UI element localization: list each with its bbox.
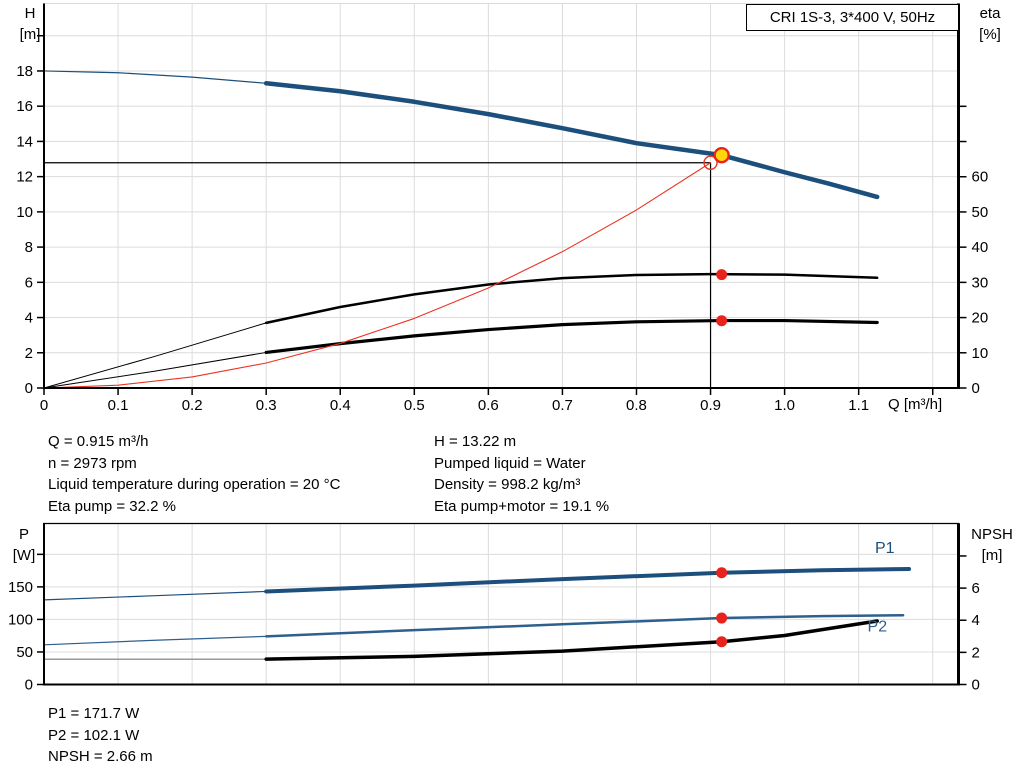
h-axis-name-symbol: H [24,5,36,22]
left-axis-tick-label: 50 [16,644,33,661]
p1-duty-dot [716,567,728,579]
right-axis-tick-label: 0 [972,677,980,694]
left-axis-tick-label: 2 [25,345,33,362]
qh-curve [263,81,880,200]
right-axis-tick-label: 0 [972,380,980,397]
p-axis-name-unit: [W] [12,547,36,564]
info-line-liquid: Pumped liquid = Water [434,454,586,472]
left-axis-tick-label: 16 [16,98,33,115]
x-axis-tick-label: 1.0 [774,397,795,414]
eta-pump-curve-thin [43,322,267,389]
info-line-p2: P2 = 102.1 W [48,726,140,744]
left-axis-tick-label: 0 [25,677,33,694]
info-line-head: H = 13.22 m [434,433,517,450]
left-axis-tick-label: 0 [25,380,33,397]
x-axis-tick-label: 0 [40,397,48,414]
right-axis-tick-label: 40 [972,239,989,256]
left-axis-tick-label: 8 [25,239,33,256]
x-axis-tick-label: 0.6 [478,397,499,414]
p2-curve-thin [43,635,267,646]
left-axis-tick-label: 100 [8,611,33,628]
left-axis-tick-label: 6 [25,274,33,291]
x-axis-tick-label: 1.1 [848,397,869,414]
qh-curve-thin [43,70,267,84]
right-axis-tick-label: 6 [972,580,980,597]
npsh-curve [264,619,879,661]
npsh-axis-name: NPSH [m] [962,524,1022,566]
p1-curve [264,566,912,594]
duty-info-left: Q = 0.915 m³/h n = 2973 rpm Liquid tempe… [48,431,340,517]
h-axis-name: H [m] [8,3,52,45]
p1-curve-thin [43,590,267,601]
left-axis-tick-label: 4 [25,310,33,327]
right-axis-tick-label: 60 [972,169,989,186]
p-axis-name-symbol: P [18,526,29,543]
left-axis-tick-label: 10 [16,204,33,221]
p2-curve [264,613,905,638]
x-axis-tick-label: 0.1 [108,397,129,414]
right-axis-tick-label: 20 [972,310,989,327]
x-axis-tick-label: 0.2 [182,397,203,414]
right-axis-tick-label: 50 [972,204,989,221]
info-line-density: Density = 998.2 kg/m³ [434,476,581,493]
info-line-npsh: NPSH = 2.66 m [48,748,153,765]
qh-eta-chart: 0 2 4 6 8 10 12 14 16 18 0 10 20 30 40 50 60 0 0.1 0.2 0.3 0.… [16,3,989,414]
eta-pump-motor-duty-dot [716,315,728,327]
chart-title-box: CRI 1S-3, 3*400 V, 50Hz [746,4,959,31]
left-axis-tick-label: 14 [16,133,33,150]
eta-axis-name-unit: [%] [979,26,1001,43]
p2-curve-label: P2 [868,619,888,636]
right-axis-tick-label: 2 [972,644,980,661]
npsh-axis-name-unit: [m] [981,547,1003,564]
info-line-q: Q = 0.915 m³/h [48,433,149,450]
power-npsh-chart: 0 50 100 150 0 2 4 6 P1 P2 [8,522,980,694]
eta-pump-duty-dot [716,269,728,281]
system-curve [43,162,712,389]
right-axis-tick-label: 4 [972,612,980,629]
eta-pump-motor-curve-thin [43,351,267,389]
q-axis-name: Q [m³/h] [888,396,943,413]
info-line-p1: P1 = 171.7 W [48,705,140,722]
requested-duty-point[interactable] [703,155,718,170]
info-line-speed: n = 2973 rpm [48,454,137,472]
x-axis-tick-label: 0.9 [700,397,721,414]
x-axis-tick-label: 0.3 [256,397,277,414]
duty-info-right: H = 13.22 m Pumped liquid = Water Densit… [434,431,609,517]
right-axis-tick-label: 10 [972,345,989,362]
x-axis-tick-label: 0.7 [552,397,573,414]
power-info: P1 = 171.7 W P2 = 102.1 W NPSH = 2.66 m [48,703,153,768]
p2-duty-dot [716,612,728,624]
right-axis-tick-label: 30 [972,274,989,291]
eta-pump-motor-curve [264,318,879,355]
x-axis-tick-label: 0.4 [330,397,351,414]
p1-curve-label: P1 [875,540,895,557]
eta-axis-name-symbol: eta [979,5,1001,22]
eta-axis-name: eta [%] [964,3,1016,45]
info-line-temperature: Liquid temperature during operation = 20… [48,476,341,493]
left-axis-tick-label: 18 [16,63,33,80]
x-axis-tick-label: 0.8 [626,397,647,414]
h-axis-name-unit: [m] [19,26,41,43]
left-axis-tick-label: 12 [16,169,33,186]
eta-pump-curve [264,272,879,325]
info-line-eta-pump: Eta pump = 32.2 % [48,497,176,515]
actual-duty-point[interactable] [713,146,730,164]
p-axis-name: P [W] [2,524,46,566]
x-axis-tick-label: 0.5 [404,397,425,414]
npsh-duty-dot [716,636,728,648]
left-axis-tick-label: 150 [8,579,33,596]
npsh-axis-name-symbol: NPSH [971,526,1013,543]
info-line-eta-pump-motor: Eta pump+motor = 19.1 % [434,497,610,515]
